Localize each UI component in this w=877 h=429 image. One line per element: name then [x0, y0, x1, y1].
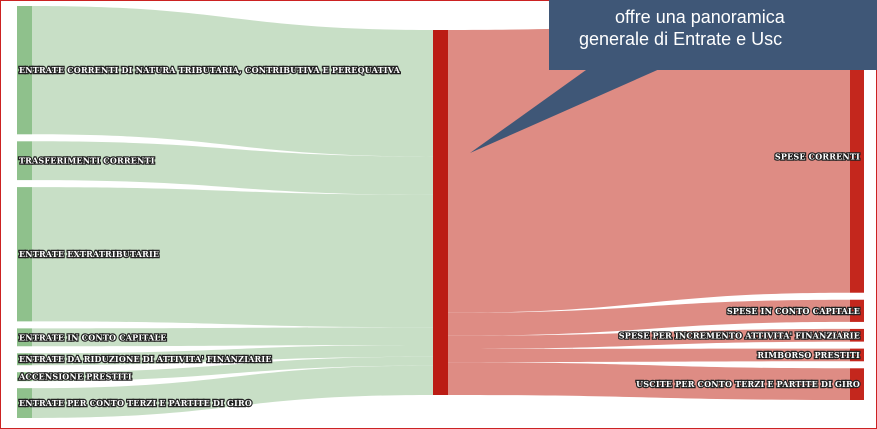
- hub-node: [433, 30, 448, 395]
- link-out-rimborso-prestiti: [448, 348, 850, 363]
- callout-line-1: offre una panoramica: [615, 7, 785, 27]
- target-node-spese-in-conto-capitale: [850, 299, 864, 322]
- source-node-accensione-prestiti: [17, 372, 32, 382]
- source-node-entrate-da-riduzione-di-attivita-finanziarie: [17, 353, 32, 366]
- source-node-entrate-extratributarie: [17, 187, 32, 322]
- labels: ENTRATE CORRENTI DI NATURA TRIBUTARIA, C…: [17, 64, 861, 409]
- callout-line-2: generale di Entrate e Usc: [579, 29, 783, 49]
- target-label-spese-in-conto-capitale: SPESE IN CONTO CAPITALE: [727, 306, 860, 316]
- target-node-spese-correnti: [850, 20, 864, 293]
- source-node-entrate-in-conto-capitale: [17, 328, 32, 347]
- source-label-entrate-in-conto-capitale: ENTRATE IN CONTO CAPITALE: [19, 332, 167, 342]
- link-in-entrate-per-conto-terzi-e-partite-di-giro: [32, 365, 433, 418]
- target-node-uscite-per-conto-terzi-e-partite-di-giro: [850, 368, 864, 400]
- incoming-links: [32, 6, 433, 418]
- link-in-entrate-correnti-di-natura-tributaria-contributiva-e-perequativa: [32, 6, 433, 157]
- target-node-spese-per-incremento-attivita-finanziarie: [850, 328, 864, 342]
- link-out-spese-correnti: [448, 20, 850, 313]
- callout-pointer: [470, 60, 680, 153]
- source-label-entrate-correnti-di-natura-tributaria-contributiva-e-perequativa: ENTRATE CORRENTI DI NATURA TRIBUTARIA, C…: [19, 65, 401, 75]
- source-label-accensione-prestiti: ACCENSIONE PRESTITI: [18, 372, 132, 382]
- outgoing-links: [448, 20, 850, 400]
- link-out-uscite-per-conto-terzi-e-partite-di-giro: [448, 362, 850, 400]
- source-label-entrate-da-riduzione-di-attivita-finanziarie: ENTRATE DA RIDUZIONE DI ATTIVITA' FINANZ…: [19, 354, 272, 364]
- target-label-spese-correnti: SPESE CORRENTI: [775, 151, 860, 161]
- target-label-spese-per-incremento-attivita-finanziarie: SPESE PER INCREMENTO ATTIVITA' FINANZIAR…: [619, 330, 860, 340]
- target-node-rimborso-prestiti: [850, 348, 864, 362]
- source-node-entrate-correnti-di-natura-tributaria-contributiva-e-perequativa: [17, 6, 32, 135]
- source-label-trasferimenti-correnti: TRASFERIMENTI CORRENTI: [19, 156, 155, 166]
- nodes: [17, 6, 864, 418]
- link-out-spese-in-conto-capitale: [448, 299, 850, 336]
- link-in-trasferimenti-correnti: [32, 141, 433, 195]
- target-label-rimborso-prestiti: RIMBORSO PRESTITI: [757, 350, 860, 360]
- link-in-accensione-prestiti: [32, 356, 433, 382]
- link-in-entrate-da-riduzione-di-attivita-finanziarie: [32, 344, 433, 366]
- link-in-entrate-extratributarie: [32, 187, 433, 328]
- target-label-uscite-per-conto-terzi-e-partite-di-giro: USCITE PER CONTO TERZI E PARTITE DI GIRO: [636, 379, 860, 389]
- source-node-trasferimenti-correnti: [17, 141, 32, 181]
- link-out-spese-per-incremento-attivita-finanziarie: [448, 328, 850, 349]
- source-node-entrate-per-conto-terzi-e-partite-di-giro: [17, 388, 32, 418]
- source-label-entrate-per-conto-terzi-e-partite-di-giro: ENTRATE PER CONTO TERZI E PARTITE DI GIR…: [19, 398, 252, 408]
- source-label-entrate-extratributarie: ENTRATE EXTRATRIBUTARIE: [19, 249, 159, 259]
- link-in-entrate-in-conto-capitale: [32, 327, 433, 347]
- callout-box: offre una panoramica generale di Entrate…: [549, 0, 877, 70]
